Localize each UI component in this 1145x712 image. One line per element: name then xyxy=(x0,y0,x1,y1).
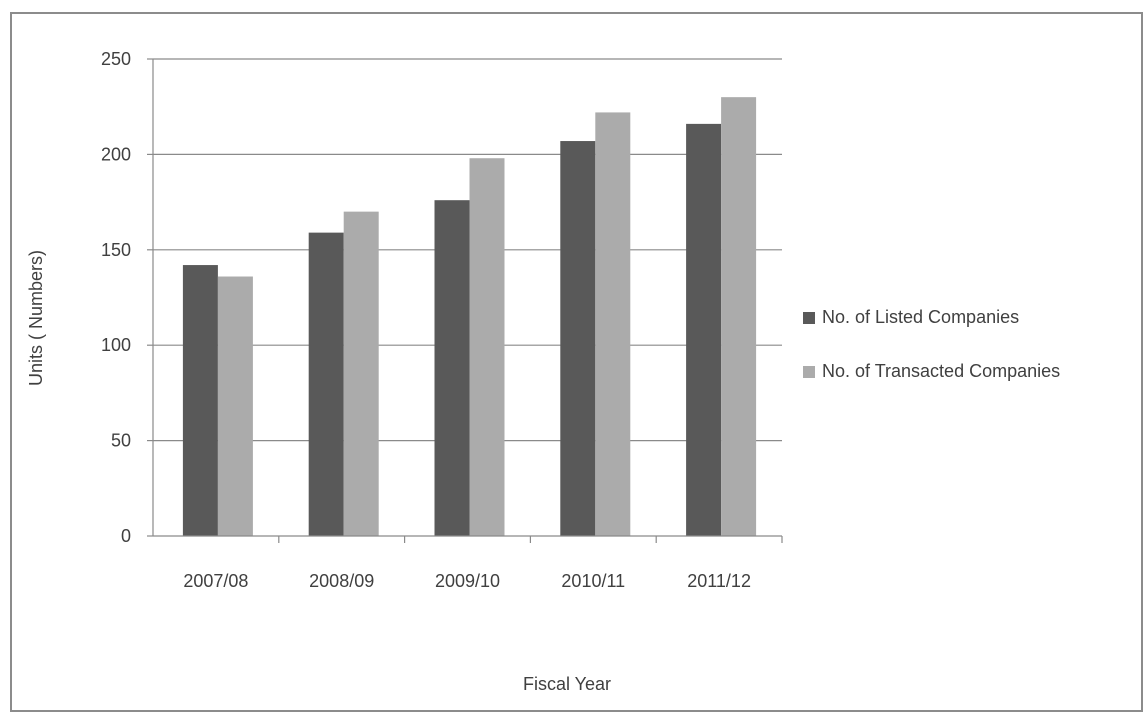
y-tick-label: 0 xyxy=(121,526,131,546)
bar-transacted-0 xyxy=(217,276,253,536)
bars-layer xyxy=(182,97,757,537)
bar-listed-3 xyxy=(560,141,596,536)
y-tick-label: 150 xyxy=(101,240,131,260)
legend-label-0: No. of Listed Companies xyxy=(822,307,1019,327)
bar-transacted-3 xyxy=(595,112,631,536)
bar-transacted-2 xyxy=(469,158,505,536)
x-tick-label: 2011/12 xyxy=(687,571,751,591)
bar-transacted-1 xyxy=(343,211,379,536)
bar-listed-4 xyxy=(686,123,722,536)
y-tick-label: 250 xyxy=(101,49,131,69)
legend-swatch-0 xyxy=(803,312,815,324)
y-tick-label: 50 xyxy=(111,431,131,451)
x-tick-label: 2007/08 xyxy=(183,571,248,591)
axis-layer: 0 50 100 150 200 250 2007/08 2008/09 2009/10 2010… xyxy=(101,49,783,591)
legend: No. of Listed Companies No. of Transacted… xyxy=(803,307,1060,381)
legend-label-1: No. of Transacted Companies xyxy=(822,361,1060,381)
chart-svg: 0 50 100 150 200 250 2007/08 2008/09 2009/10 2010… xyxy=(26,49,1060,694)
y-axis-title: Units ( Numbers) xyxy=(26,250,46,386)
bar-listed-0 xyxy=(182,265,218,536)
bar-transacted-4 xyxy=(721,97,757,536)
x-tick-label: 2008/09 xyxy=(309,571,374,591)
legend-swatch-1 xyxy=(803,366,815,378)
x-tick-label: 2009/10 xyxy=(435,571,500,591)
y-tick-label: 100 xyxy=(101,335,131,355)
x-tick-label: 2010/11 xyxy=(561,571,625,591)
bar-listed-2 xyxy=(434,200,470,536)
y-tick-label: 200 xyxy=(101,144,131,164)
x-axis-title: Fiscal Year xyxy=(523,674,611,694)
bar-listed-1 xyxy=(308,232,344,537)
